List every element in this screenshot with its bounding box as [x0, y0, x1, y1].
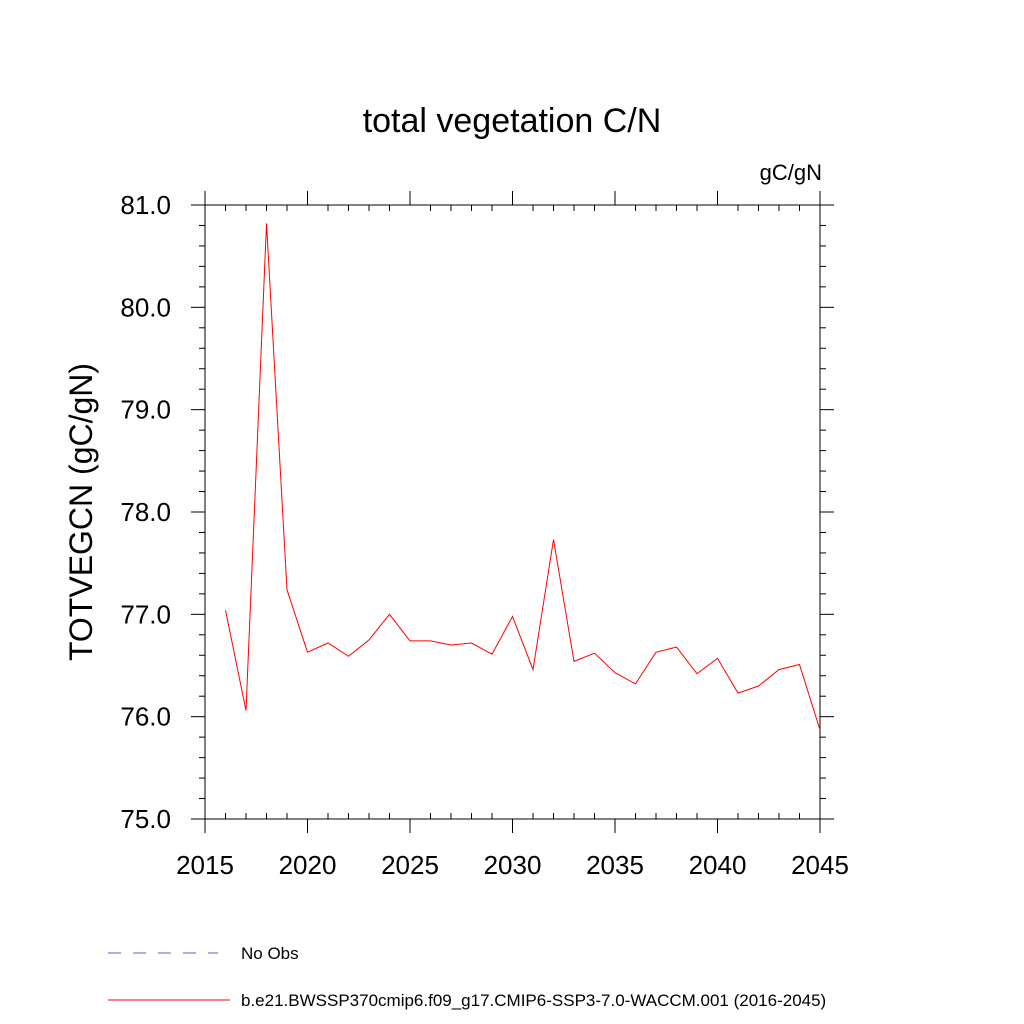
plot-frame: [204, 204, 821, 820]
y-tick-label: 81.0: [120, 190, 171, 220]
x-tick-label: 2045: [791, 850, 849, 880]
y-tick-label: 76.0: [120, 702, 171, 732]
series-layer: [225, 223, 821, 731]
y-tick-label: 77.0: [120, 599, 171, 629]
y-tick-label: 80.0: [120, 292, 171, 322]
legend-label-no-obs: No Obs: [241, 944, 299, 963]
y-axis-label: TOTVEGCN (gC/gN): [63, 363, 99, 661]
x-tick-label: 2025: [381, 850, 439, 880]
legend-label-model-run: b.e21.BWSSP370cmip6.f09_g17.CMIP6-SSP3-7…: [241, 991, 826, 1010]
series-line: [225, 223, 821, 731]
plot-axes: [191, 191, 834, 833]
y-tick-label: 78.0: [120, 497, 171, 527]
x-tick-label: 2030: [484, 850, 542, 880]
x-tick-label: 2035: [586, 850, 644, 880]
chart-title: total vegetation C/N: [363, 102, 662, 140]
x-tick-label: 2015: [176, 850, 234, 880]
x-tick-labels: 2015 2020 2025 2030 2035 2040 2045: [176, 850, 849, 880]
units-label: gC/gN: [760, 160, 822, 185]
y-tick-labels: 75.0 76.0 77.0 78.0 79.0 80.0 81.0: [120, 190, 171, 834]
y-tick-label: 75.0: [120, 804, 171, 834]
y-tick-label: 79.0: [120, 395, 171, 425]
x-tick-label: 2020: [279, 850, 337, 880]
legend: No Obs b.e21.BWSSP370cmip6.f09_g17.CMIP6…: [108, 944, 826, 1010]
x-tick-label: 2040: [689, 850, 747, 880]
